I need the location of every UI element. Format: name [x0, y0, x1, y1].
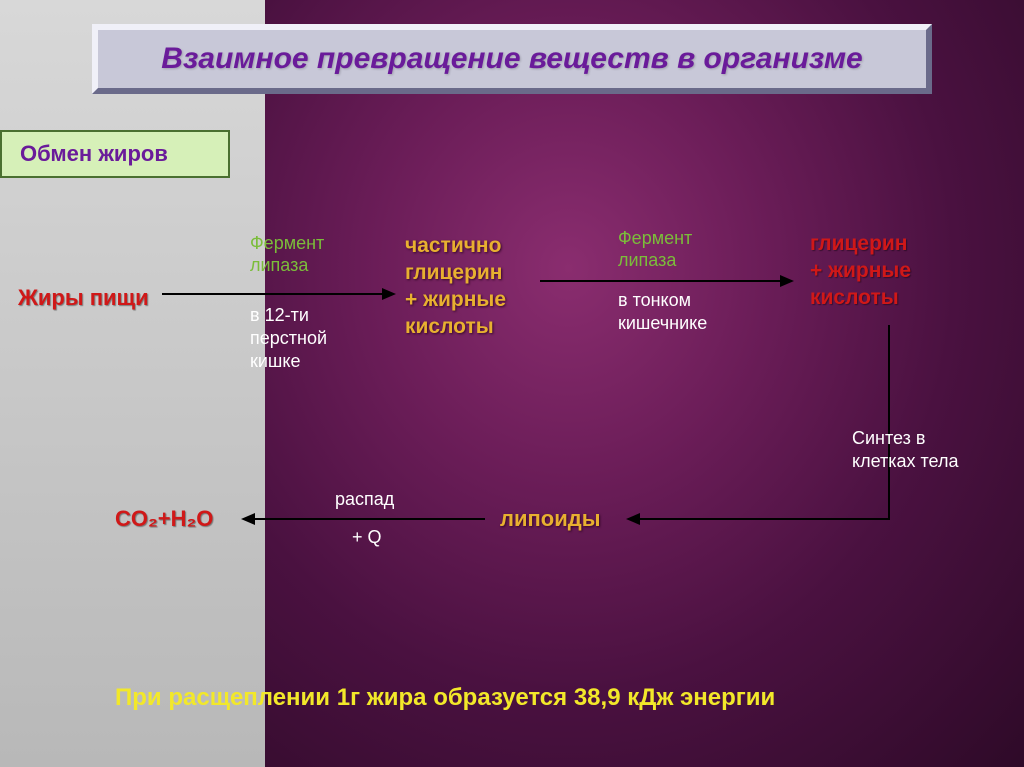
node2-line1: частично: [405, 234, 501, 258]
arrow1-head: [382, 288, 396, 300]
footer-text: При расщеплении 1г жира образуется 38,9 …: [115, 684, 775, 712]
enzyme1-line1: Фермент: [250, 233, 324, 254]
arrow2-line: [540, 280, 780, 282]
synthesis-line1: Синтез в: [852, 428, 925, 449]
enzyme2-line1: Фермент: [618, 228, 692, 249]
arrow2-head: [780, 275, 794, 287]
loc1-line1: в 12-ти: [250, 305, 309, 326]
node2-line2: глицерин: [405, 261, 502, 285]
decay-line1: распад: [335, 489, 394, 510]
arrow3-vert: [888, 325, 890, 520]
node-lipoids: липоиды: [500, 506, 601, 532]
loc1-line3: кишке: [250, 351, 300, 372]
title-frame: Взаимное превращение веществ в организме: [92, 24, 932, 94]
arrow4-head: [241, 513, 255, 525]
loc2-line1: в тонком: [618, 290, 691, 311]
background-left: [0, 0, 265, 767]
node3-line2: + жирные: [810, 259, 911, 283]
arrow1-line: [162, 293, 382, 295]
decay-line2: + Q: [352, 527, 382, 548]
node3-line1: глицерин: [810, 232, 907, 256]
synthesis-line2: клетках тела: [852, 451, 959, 472]
node2-line3: + жирные: [405, 288, 506, 312]
enzyme2-line2: липаза: [618, 250, 676, 271]
slide-title: Взаимное превращение веществ в организме: [161, 42, 862, 75]
loc2-line2: кишечнике: [618, 313, 707, 334]
arrow3-head: [626, 513, 640, 525]
loc1-line2: перстной: [250, 328, 327, 349]
background-right: [265, 0, 1024, 767]
node-co2h2o: CO₂+H₂O: [115, 506, 213, 532]
node3-line3: кислоты: [810, 286, 899, 310]
subtitle-box: Обмен жиров: [0, 130, 230, 178]
subtitle-text: Обмен жиров: [20, 141, 168, 167]
node2-line4: кислоты: [405, 315, 494, 339]
arrow4-line: [255, 518, 485, 520]
node-fats: Жиры пищи: [18, 285, 149, 311]
arrow3-horiz: [640, 518, 890, 520]
enzyme1-line2: липаза: [250, 255, 308, 276]
